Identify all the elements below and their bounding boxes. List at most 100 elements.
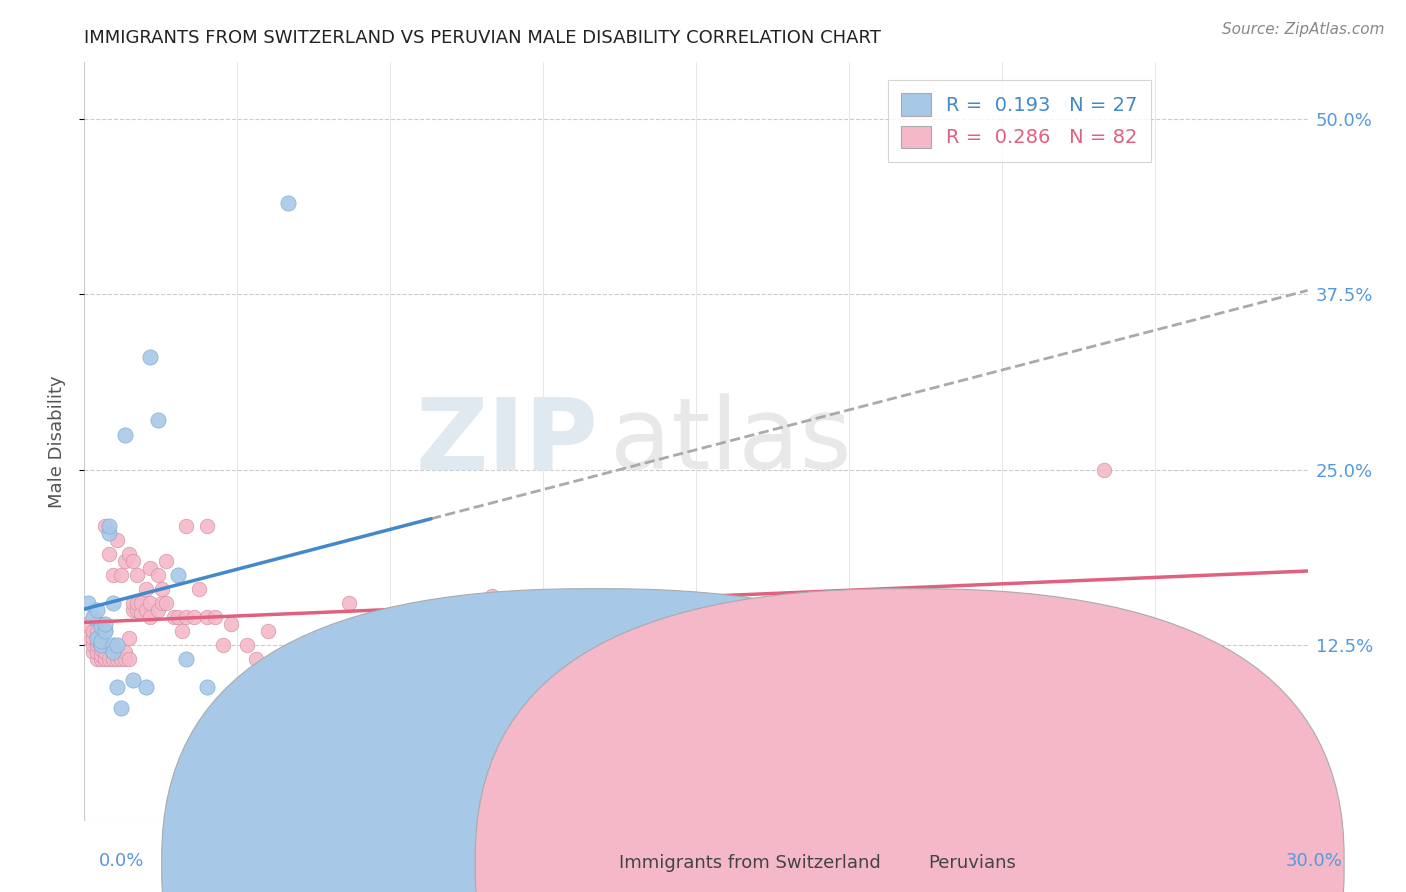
- Point: [212, 638, 235, 652]
- Point: [122, 596, 145, 610]
- Point: [122, 603, 145, 617]
- Text: 30.0%: 30.0%: [1286, 852, 1343, 870]
- Point: [97, 518, 120, 533]
- Point: [644, 666, 666, 681]
- Point: [174, 518, 197, 533]
- Point: [219, 617, 242, 632]
- Point: [93, 624, 115, 639]
- Point: [146, 568, 169, 582]
- Point: [461, 652, 484, 666]
- Point: [114, 554, 136, 568]
- Point: [150, 596, 173, 610]
- Point: [90, 638, 112, 652]
- Point: [187, 582, 209, 596]
- Point: [86, 624, 108, 639]
- Point: [155, 596, 177, 610]
- Point: [105, 652, 128, 666]
- Point: [86, 638, 108, 652]
- Point: [359, 624, 381, 639]
- Legend: R =  0.193   N = 27, R =  0.286   N = 82: R = 0.193 N = 27, R = 0.286 N = 82: [887, 79, 1152, 161]
- Point: [82, 631, 104, 645]
- Point: [93, 617, 115, 632]
- Point: [114, 652, 136, 666]
- Point: [135, 680, 157, 694]
- Point: [138, 610, 160, 624]
- Point: [93, 645, 115, 659]
- Text: IMMIGRANTS FROM SWITZERLAND VS PERUVIAN MALE DISABILITY CORRELATION CHART: IMMIGRANTS FROM SWITZERLAND VS PERUVIAN …: [84, 29, 882, 47]
- Point: [105, 680, 128, 694]
- Point: [114, 427, 136, 442]
- Point: [127, 603, 149, 617]
- Point: [82, 645, 104, 659]
- Text: Source: ZipAtlas.com: Source: ZipAtlas.com: [1222, 22, 1385, 37]
- Point: [105, 638, 128, 652]
- Point: [138, 596, 160, 610]
- Point: [97, 525, 120, 540]
- Point: [146, 603, 169, 617]
- Point: [245, 652, 267, 666]
- Point: [77, 596, 100, 610]
- Point: [195, 680, 218, 694]
- Point: [167, 568, 190, 582]
- Point: [127, 568, 149, 582]
- Point: [122, 554, 145, 568]
- Point: [86, 603, 108, 617]
- Point: [131, 596, 153, 610]
- Point: [135, 582, 157, 596]
- Point: [105, 533, 128, 547]
- Point: [135, 603, 157, 617]
- Point: [277, 195, 299, 210]
- Text: atlas: atlas: [610, 393, 852, 490]
- Point: [420, 659, 443, 673]
- Point: [86, 631, 108, 645]
- Point: [93, 518, 115, 533]
- Point: [77, 617, 100, 632]
- Point: [118, 547, 141, 561]
- Point: [90, 652, 112, 666]
- Point: [562, 645, 585, 659]
- Point: [155, 554, 177, 568]
- Point: [93, 624, 115, 639]
- Point: [380, 652, 402, 666]
- Point: [339, 596, 361, 610]
- Text: Immigrants from Switzerland: Immigrants from Switzerland: [619, 855, 880, 872]
- Point: [86, 634, 108, 648]
- Point: [82, 610, 104, 624]
- Point: [82, 638, 104, 652]
- Point: [101, 645, 124, 659]
- Point: [298, 638, 321, 652]
- Point: [114, 645, 136, 659]
- Point: [150, 582, 173, 596]
- Point: [101, 568, 124, 582]
- Point: [1092, 462, 1115, 476]
- Point: [131, 606, 153, 620]
- Point: [257, 624, 280, 639]
- Text: 0.0%: 0.0%: [98, 852, 143, 870]
- Point: [101, 596, 124, 610]
- Point: [118, 631, 141, 645]
- Point: [172, 624, 194, 639]
- Point: [90, 648, 112, 662]
- Point: [90, 638, 112, 652]
- Point: [183, 610, 205, 624]
- Point: [481, 589, 503, 603]
- Point: [90, 642, 112, 657]
- Point: [236, 638, 259, 652]
- Y-axis label: Male Disability: Male Disability: [48, 376, 66, 508]
- Point: [93, 652, 115, 666]
- Point: [97, 547, 120, 561]
- Point: [138, 351, 160, 365]
- Point: [122, 673, 145, 688]
- Point: [110, 701, 132, 715]
- Point: [101, 645, 124, 659]
- Point: [195, 518, 218, 533]
- Point: [82, 624, 104, 639]
- Point: [174, 610, 197, 624]
- Point: [127, 596, 149, 610]
- Point: [118, 652, 141, 666]
- Point: [90, 617, 112, 632]
- Point: [110, 652, 132, 666]
- Point: [101, 652, 124, 666]
- Text: ZIP: ZIP: [415, 393, 598, 490]
- Point: [86, 645, 108, 659]
